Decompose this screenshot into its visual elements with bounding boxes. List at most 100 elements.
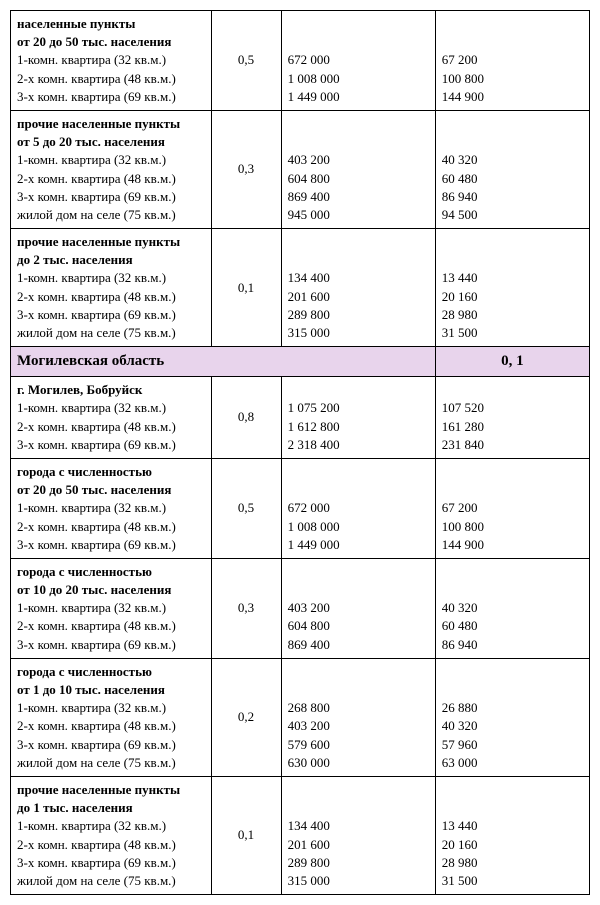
apartment-type: 2-х комн. квартира (48 кв.м.) — [17, 70, 205, 88]
value-cell-2: 26 88040 32057 96063 000 — [435, 658, 589, 776]
value: 672 000 — [288, 51, 429, 69]
value-cell-2: 40 32060 48086 940 — [435, 558, 589, 658]
category-cell: города с численностьюот 10 до 20 тыс. на… — [11, 558, 212, 658]
value-cell-1: 1 075 2001 612 8002 318 400 — [281, 377, 435, 459]
apartment-type: жилой дом на селе (75 кв.м.) — [17, 872, 205, 890]
apartment-type: 2-х комн. квартира (48 кв.м.) — [17, 418, 205, 436]
value: 403 200 — [288, 599, 429, 617]
value: 57 960 — [442, 736, 583, 754]
apartment-type: 3-х комн. квартира (69 кв.м.) — [17, 188, 205, 206]
value-cell-1: 268 800403 200579 600630 000 — [281, 658, 435, 776]
value: 1 449 000 — [288, 536, 429, 554]
apartment-type: 3-х комн. квартира (69 кв.м.) — [17, 306, 205, 324]
coefficient-cell: 0,1 — [211, 229, 281, 347]
apartment-type: 3-х комн. квартира (69 кв.м.) — [17, 854, 205, 872]
category-cell: прочие населенные пунктыдо 2 тыс. населе… — [11, 229, 212, 347]
value-cell-1: 134 400201 600289 800315 000 — [281, 776, 435, 894]
category-cell: города с численностьюот 20 до 50 тыс. на… — [11, 458, 212, 558]
category-cell: г. Могилев, Бобруйск1-комн. квартира (32… — [11, 377, 212, 459]
category-cell: прочие населенные пунктыдо 1 тыс. населе… — [11, 776, 212, 894]
value: 672 000 — [288, 499, 429, 517]
table-row: города с численностьюот 20 до 50 тыс. на… — [11, 458, 590, 558]
value: 604 800 — [288, 617, 429, 635]
value: 289 800 — [288, 854, 429, 872]
value: 869 400 — [288, 636, 429, 654]
category-header: от 20 до 50 тыс. населения — [17, 481, 205, 499]
apartment-type: 2-х комн. квартира (48 кв.м.) — [17, 518, 205, 536]
value: 60 480 — [442, 617, 583, 635]
price-table: населенные пунктыот 20 до 50 тыс. населе… — [10, 10, 590, 895]
value: 13 440 — [442, 817, 583, 835]
value-cell-2: 13 44020 16028 98031 500 — [435, 229, 589, 347]
table-row: прочие населенные пунктыдо 1 тыс. населе… — [11, 776, 590, 894]
apartment-type: 3-х комн. квартира (69 кв.м.) — [17, 436, 205, 454]
value: 94 500 — [442, 206, 583, 224]
table-row: города с численностьюот 10 до 20 тыс. на… — [11, 558, 590, 658]
value: 1 075 200 — [288, 399, 429, 417]
apartment-type: 3-х комн. квартира (69 кв.м.) — [17, 636, 205, 654]
value: 289 800 — [288, 306, 429, 324]
category-header: населенные пункты — [17, 15, 205, 33]
apartment-type: 3-х комн. квартира (69 кв.м.) — [17, 88, 205, 106]
category-header: от 1 до 10 тыс. населения — [17, 681, 205, 699]
apartment-type: 2-х комн. квартира (48 кв.м.) — [17, 617, 205, 635]
value: 31 500 — [442, 324, 583, 342]
table-row: города с численностьюот 1 до 10 тыс. нас… — [11, 658, 590, 776]
value: 231 840 — [442, 436, 583, 454]
value: 403 200 — [288, 151, 429, 169]
category-cell: прочие населенные пунктыот 5 до 20 тыс. … — [11, 110, 212, 228]
value: 2 318 400 — [288, 436, 429, 454]
apartment-type: 1-комн. квартира (32 кв.м.) — [17, 699, 205, 717]
value: 403 200 — [288, 717, 429, 735]
category-cell: населенные пунктыот 20 до 50 тыс. населе… — [11, 11, 212, 111]
value: 201 600 — [288, 836, 429, 854]
table-row: населенные пунктыот 20 до 50 тыс. населе… — [11, 11, 590, 111]
value: 107 520 — [442, 399, 583, 417]
value-cell-1: 672 0001 008 0001 449 000 — [281, 11, 435, 111]
apartment-type: жилой дом на селе (75 кв.м.) — [17, 754, 205, 772]
value: 20 160 — [442, 836, 583, 854]
coefficient-cell: 0,8 — [211, 377, 281, 459]
value: 40 320 — [442, 717, 583, 735]
category-header: прочие населенные пункты — [17, 233, 205, 251]
apartment-type: 2-х комн. квартира (48 кв.м.) — [17, 170, 205, 188]
apartment-type: 3-х комн. квартира (69 кв.м.) — [17, 736, 205, 754]
value: 63 000 — [442, 754, 583, 772]
value: 1 449 000 — [288, 88, 429, 106]
coefficient-cell: 0,5 — [211, 458, 281, 558]
value: 945 000 — [288, 206, 429, 224]
value: 40 320 — [442, 599, 583, 617]
coefficient-cell: 0,5 — [211, 11, 281, 111]
value-cell-1: 134 400201 600289 800315 000 — [281, 229, 435, 347]
value-cell-2: 67 200100 800144 900 — [435, 458, 589, 558]
value: 31 500 — [442, 872, 583, 890]
value: 86 940 — [442, 188, 583, 206]
value-cell-1: 403 200604 800869 400 — [281, 558, 435, 658]
value: 1 008 000 — [288, 518, 429, 536]
value-cell-2: 107 520161 280231 840 — [435, 377, 589, 459]
coefficient-cell: 0,3 — [211, 110, 281, 228]
table-row: прочие населенные пунктыот 5 до 20 тыс. … — [11, 110, 590, 228]
apartment-type: жилой дом на селе (75 кв.м.) — [17, 324, 205, 342]
value: 100 800 — [442, 70, 583, 88]
apartment-type: 1-комн. квартира (32 кв.м.) — [17, 499, 205, 517]
value: 28 980 — [442, 306, 583, 324]
value-cell-2: 67 200100 800144 900 — [435, 11, 589, 111]
category-header: до 2 тыс. населения — [17, 251, 205, 269]
value: 134 400 — [288, 269, 429, 287]
region-row: Могилевская область0, 1 — [11, 347, 590, 377]
value: 144 900 — [442, 536, 583, 554]
category-header: города с численностью — [17, 563, 205, 581]
category-header: прочие населенные пункты — [17, 115, 205, 133]
value: 40 320 — [442, 151, 583, 169]
category-header: от 20 до 50 тыс. населения — [17, 33, 205, 51]
apartment-type: 1-комн. квартира (32 кв.м.) — [17, 269, 205, 287]
apartment-type: 2-х комн. квартира (48 кв.м.) — [17, 288, 205, 306]
value: 60 480 — [442, 170, 583, 188]
table-row: прочие населенные пунктыдо 2 тыс. населе… — [11, 229, 590, 347]
value-cell-1: 672 0001 008 0001 449 000 — [281, 458, 435, 558]
value: 67 200 — [442, 51, 583, 69]
value: 28 980 — [442, 854, 583, 872]
value: 1 612 800 — [288, 418, 429, 436]
value: 268 800 — [288, 699, 429, 717]
